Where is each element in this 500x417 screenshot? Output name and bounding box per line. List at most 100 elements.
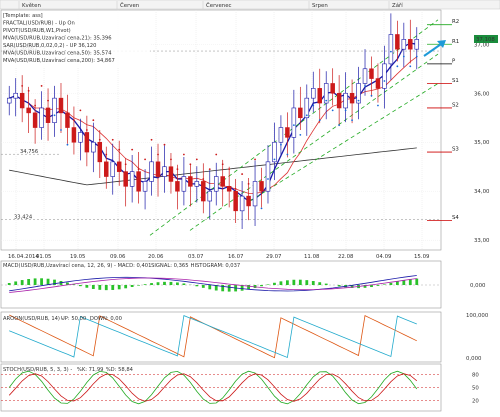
candle-body bbox=[53, 98, 57, 122]
sar-dot bbox=[261, 207, 263, 209]
date-tick-label: 19.05 bbox=[70, 254, 85, 260]
candle-body bbox=[104, 162, 108, 177]
sar-dot bbox=[196, 158, 198, 160]
candle-body bbox=[85, 132, 89, 152]
candle-body bbox=[78, 132, 82, 142]
macd-histogram-bar bbox=[318, 282, 321, 285]
sar-dot bbox=[293, 124, 295, 126]
sar-dot bbox=[267, 178, 269, 180]
macd-histogram-bar bbox=[150, 283, 153, 285]
sar-dot bbox=[409, 65, 411, 67]
macd-histogram-bar bbox=[305, 280, 308, 285]
date-tick-label: 09.06 bbox=[110, 254, 126, 260]
candle-body bbox=[182, 177, 186, 192]
sar-dot bbox=[34, 105, 36, 107]
aroon-tick-label: 100,000 bbox=[466, 313, 489, 319]
candle-body bbox=[370, 69, 374, 79]
candle-body bbox=[247, 196, 251, 206]
candle-body bbox=[337, 93, 341, 108]
sar-dot bbox=[254, 158, 256, 160]
sar-dot bbox=[151, 139, 153, 141]
macd-histogram-bar bbox=[137, 285, 140, 286]
macd-histogram-bar bbox=[8, 283, 11, 285]
candle-body bbox=[292, 108, 296, 137]
legend-entry: MVA(USD/RUB,Uzavírací cena,200): 34,867 bbox=[3, 57, 115, 64]
candle-body bbox=[260, 181, 264, 191]
date-tick-label: 03.07 bbox=[188, 254, 203, 260]
sar-dot bbox=[73, 119, 75, 121]
legend-entry: [Template: ass] bbox=[3, 13, 43, 19]
candle-body bbox=[137, 172, 141, 192]
date-tick-label: 01.05 bbox=[36, 254, 51, 260]
sar-dot bbox=[345, 110, 347, 112]
current-price-value: 37,108 bbox=[476, 37, 495, 43]
candle-body bbox=[59, 98, 63, 113]
stoch-legend-entry: %K: 71,99 bbox=[77, 367, 104, 373]
sar-dot bbox=[286, 154, 288, 156]
candle-body bbox=[14, 93, 18, 98]
candle-body bbox=[331, 83, 335, 93]
macd-axis-label: 0,000 bbox=[470, 283, 486, 289]
macd-histogram-bar bbox=[267, 284, 270, 285]
pivot-label: R2 bbox=[452, 19, 459, 25]
candle-body bbox=[214, 177, 218, 192]
candle-body bbox=[408, 39, 412, 49]
macd-histogram-bar bbox=[98, 285, 101, 290]
date-tick-label: 22.08 bbox=[338, 254, 354, 260]
candle-body bbox=[201, 181, 205, 201]
candle-body bbox=[46, 108, 50, 123]
sar-dot bbox=[67, 144, 69, 146]
month-label: Září bbox=[392, 2, 403, 9]
date-tick-label: 11.08 bbox=[304, 254, 320, 260]
sar-dot bbox=[170, 158, 172, 160]
sar-dot bbox=[222, 163, 224, 165]
macd-histogram-bar bbox=[286, 280, 289, 285]
candle-body bbox=[318, 88, 322, 103]
sar-dot bbox=[99, 139, 101, 141]
macd-histogram-bar bbox=[85, 285, 88, 288]
legend-entry: FRACTAL(USD/RUB) - Up On bbox=[3, 21, 75, 27]
candle-body bbox=[27, 108, 31, 113]
sar-dot bbox=[377, 105, 379, 107]
pivot-label: S2 bbox=[452, 102, 459, 108]
macd-histogram-bar bbox=[14, 281, 17, 285]
candle-body bbox=[415, 39, 419, 49]
sar-dot bbox=[416, 56, 418, 58]
price-tick-label: 33,00 bbox=[474, 238, 490, 244]
macd-histogram-bar bbox=[377, 285, 380, 286]
candle-body bbox=[221, 177, 225, 187]
date-tick-label: 29.07 bbox=[266, 254, 281, 260]
candle-body bbox=[402, 39, 406, 49]
macd-histogram-bar bbox=[47, 279, 50, 285]
sar-dot bbox=[183, 154, 185, 156]
sar-dot bbox=[325, 100, 327, 102]
sar-dot bbox=[86, 129, 88, 131]
pivot-label: R1 bbox=[452, 39, 459, 45]
macd-histogram-bar bbox=[34, 278, 37, 285]
macd-histogram-bar bbox=[280, 281, 283, 285]
macd-legend-entry: SIGNAL: 0,365 bbox=[151, 263, 188, 269]
month-label: Červen bbox=[120, 2, 139, 9]
sar-dot bbox=[28, 90, 30, 92]
candle-body bbox=[311, 88, 315, 98]
sar-dot bbox=[384, 80, 386, 82]
candle-body bbox=[40, 108, 44, 128]
sar-dot bbox=[157, 154, 159, 156]
candle-body bbox=[91, 142, 95, 152]
sar-dot bbox=[306, 114, 308, 116]
price-label: 34,756 bbox=[20, 149, 38, 155]
sar-dot bbox=[79, 110, 81, 112]
sar-dot bbox=[54, 114, 56, 116]
macd-legend-entry: MACD(USD/RUB,Uzavírací cena, 12, 26, 9) … bbox=[3, 262, 151, 269]
month-label: Květen bbox=[22, 2, 41, 9]
sar-dot bbox=[371, 95, 373, 97]
candle-body bbox=[98, 142, 102, 162]
macd-histogram-bar bbox=[228, 285, 231, 292]
candle-body bbox=[208, 191, 212, 201]
legend-entry: MVA(USD/RUB,Uzavírací cena,21): 35,396 bbox=[3, 35, 112, 42]
legend-entry: MVA(USD/RUB,Uzavírací cena,50): 35,574 bbox=[3, 50, 112, 57]
sar-dot bbox=[105, 154, 107, 156]
sar-dot bbox=[125, 163, 127, 165]
candle-body bbox=[298, 108, 302, 118]
